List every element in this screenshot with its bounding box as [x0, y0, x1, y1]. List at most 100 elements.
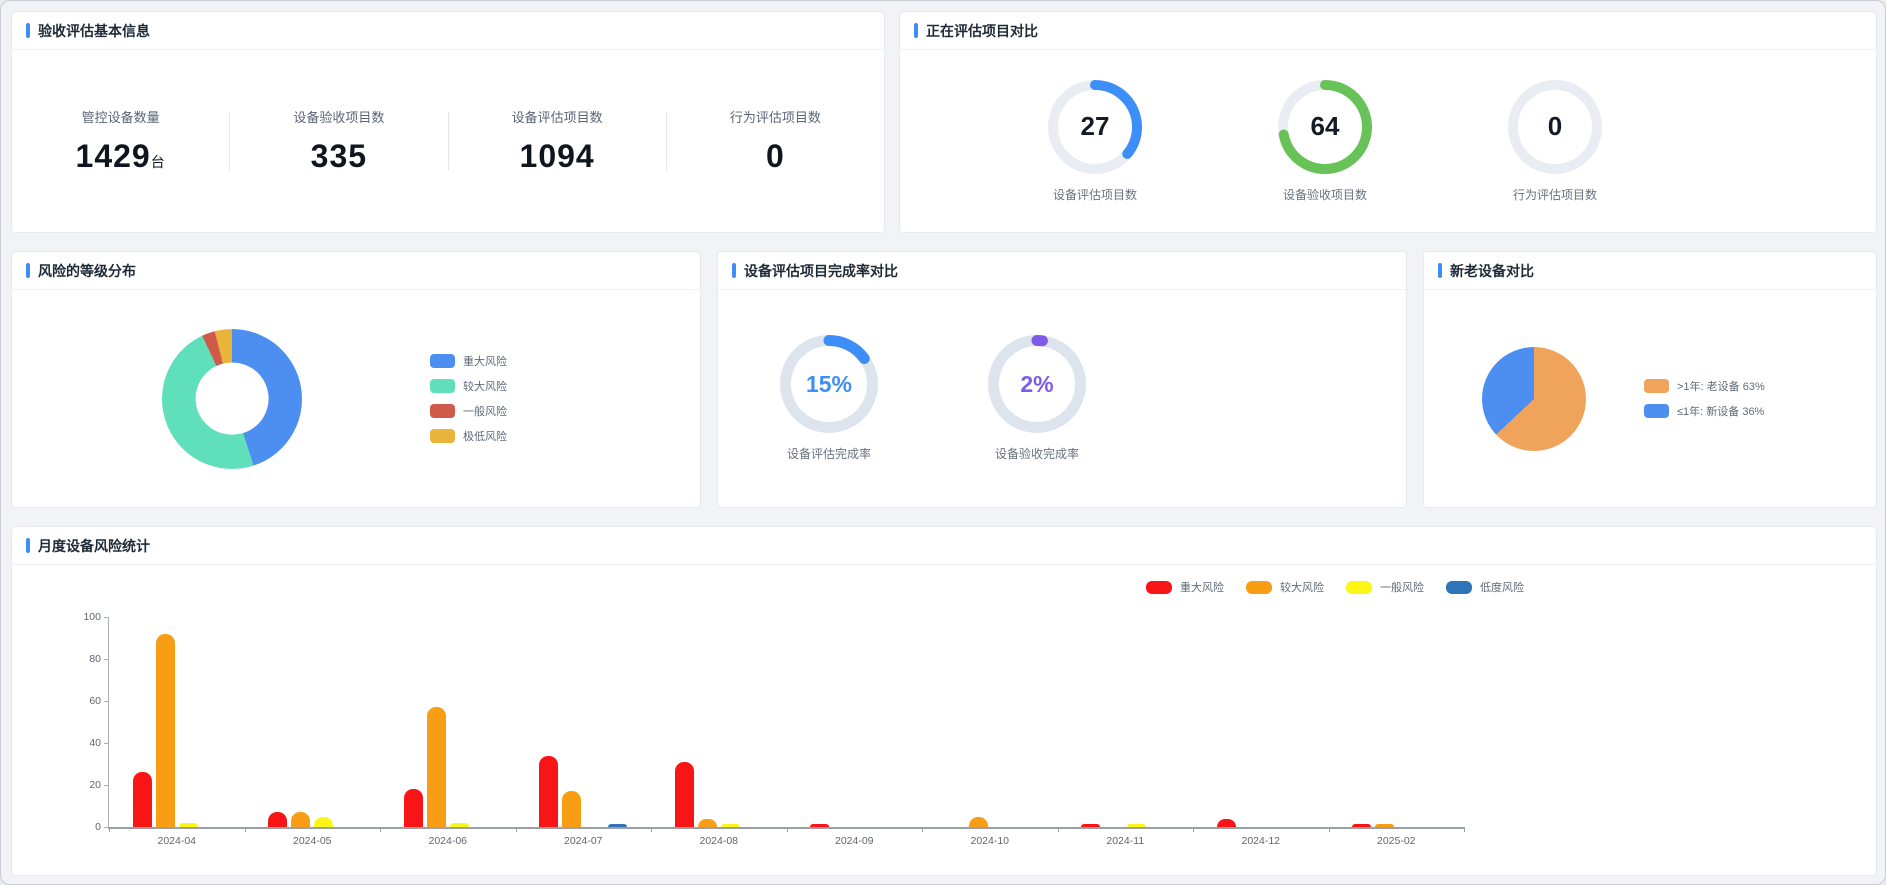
bar-重大风险[interactable]	[403, 789, 423, 827]
x-axis-category-label: 2024-10	[970, 835, 1010, 847]
bar-重大风险[interactable]	[1216, 818, 1236, 827]
bar-group	[245, 617, 381, 827]
legend-item[interactable]: ≤1年: 新设备 36%	[1644, 403, 1765, 419]
legend-swatch	[1346, 580, 1372, 594]
legend-label: 较大风险	[1280, 582, 1324, 594]
bar-一般风险[interactable]	[178, 822, 198, 827]
title-accent-bar	[26, 538, 30, 553]
bar-重大风险[interactable]	[1081, 824, 1101, 827]
completion-rings: 15% 设备评估完成率 2% 设备验收完成率	[718, 290, 1406, 507]
x-axis-tick-mark	[651, 827, 652, 832]
legend-item[interactable]: 低度风险	[1446, 579, 1524, 595]
bar-重大风险[interactable]	[132, 772, 152, 827]
stat-value: 1429台	[75, 138, 166, 174]
bar-group	[109, 617, 245, 827]
ring-gauge-value: 15%	[805, 370, 853, 397]
bar-重大风险[interactable]	[674, 761, 694, 827]
ring-gauge-label: 设备评估项目数	[1052, 187, 1137, 202]
x-axis-category-label: 2024-12	[1241, 835, 1281, 847]
y-axis-tick-label: 60	[89, 695, 101, 707]
panel-device-age-header: 新老设备对比	[1424, 252, 1876, 290]
bar-低度风险[interactable]	[608, 824, 628, 827]
legend-label: ≤1年: 新设备 36%	[1677, 406, 1765, 418]
bar-较大风险[interactable]	[968, 816, 988, 827]
stat-item: 管控设备数量 1429台	[12, 107, 229, 175]
legend-swatch	[430, 354, 455, 368]
x-axis-tick-mark	[380, 827, 381, 832]
bar-较大风险[interactable]	[1375, 824, 1395, 827]
bar-group	[1058, 617, 1194, 827]
x-axis-category-label: 2024-11	[1106, 835, 1145, 847]
title-accent-bar	[914, 23, 918, 38]
bar-较大风险[interactable]	[155, 633, 175, 827]
panel-in-progress-header: 正在评估项目对比	[900, 12, 1876, 50]
x-axis-tick-mark	[244, 827, 246, 832]
panel-risk-distribution: 风险的等级分布 重大风险 较大风险 一般风险 极低风险	[11, 251, 701, 508]
stat-value: 0	[765, 138, 785, 174]
bar-较大风险[interactable]	[697, 818, 717, 827]
bar-一般风险[interactable]	[314, 816, 334, 827]
legend-item[interactable]: 一般风险	[430, 403, 507, 419]
panel-monthly-risk: 月度设备风险统计 重大风险 较大风险 一般风险 低度风险 0 20 40 60 80 100 20…	[11, 526, 1877, 876]
ring-gauge-value: 0	[1547, 111, 1563, 141]
legend-item[interactable]: 较大风险	[1246, 579, 1324, 595]
legend-item[interactable]: 极低风险	[430, 428, 507, 444]
bar-较大风险[interactable]	[562, 791, 582, 827]
ring-gauge-label: 设备验收完成率	[994, 447, 1079, 461]
legend-swatch	[430, 404, 455, 418]
x-axis-tick-mark	[1328, 827, 1330, 832]
bar-一般风险[interactable]	[1127, 824, 1147, 827]
monthly-risk-bar-chart: 0 20 40 60 80 100 2024-04 2024-05 2024-06 2024-07…	[78, 611, 1468, 861]
panel-device-age: 新老设备对比 >1年: 老设备 63% ≤1年: 新设备 36%	[1423, 251, 1877, 508]
ring-gauge: 0 行为评估项目数	[1508, 79, 1602, 203]
legend-swatch	[1446, 580, 1472, 594]
legend-item[interactable]: >1年: 老设备 63%	[1644, 378, 1765, 394]
bar-重大风险[interactable]	[268, 812, 288, 827]
legend-swatch	[1644, 404, 1669, 418]
legend-item[interactable]: 重大风险	[430, 353, 507, 369]
legend-label: 重大风险	[463, 356, 507, 368]
stat-item: 设备评估项目数 1094	[449, 107, 666, 175]
stat-label: 管控设备数量	[81, 110, 160, 125]
bar-一般风险[interactable]	[449, 822, 469, 827]
bar-较大风险[interactable]	[426, 707, 446, 827]
panel-basic-info: 验收评估基本信息 管控设备数量 1429台 设备验收项目数 335 设备评估项目数 109…	[11, 11, 885, 233]
bar-group	[922, 617, 1058, 827]
stat-value: 335	[310, 138, 368, 174]
ring-gauge: 64 设备验收项目数	[1278, 79, 1372, 203]
panel-title: 验收评估基本信息	[38, 22, 150, 39]
legend-label: 较大风险	[463, 381, 507, 393]
legend-item[interactable]: 一般风险	[1346, 579, 1424, 595]
legend-swatch	[430, 429, 455, 443]
title-accent-bar	[26, 23, 30, 38]
bar-group	[516, 617, 652, 827]
legend-swatch	[1246, 580, 1272, 594]
bar-重大风险[interactable]	[539, 755, 559, 827]
legend-label: >1年: 老设备 63%	[1677, 381, 1765, 393]
x-axis-tick-mark	[786, 827, 788, 832]
bar-重大风险[interactable]	[810, 824, 830, 827]
bar-较大风险[interactable]	[291, 812, 311, 827]
pie-hole	[195, 362, 269, 435]
dashboard-row-1: 验收评估基本信息 管控设备数量 1429台 设备验收项目数 335 设备评估项目数 109…	[11, 11, 1877, 233]
x-axis-tick-mark	[1464, 827, 1465, 832]
legend-item[interactable]: 较大风险	[430, 378, 507, 394]
legend-label: 一般风险	[1380, 582, 1424, 594]
ring-gauge: 27 设备评估项目数	[1048, 79, 1142, 203]
risk-distribution-donut[interactable]	[162, 328, 302, 469]
legend-swatch	[430, 379, 455, 393]
title-accent-bar	[26, 263, 30, 278]
legend-item[interactable]: 重大风险	[1146, 579, 1224, 595]
progress-rings: 27 设备评估项目数 64 设备验收项目数 0 行为评估项目数	[900, 50, 1876, 232]
bar-group	[380, 617, 516, 827]
bar-一般风险[interactable]	[720, 824, 740, 827]
x-axis-category-label: 2024-05	[292, 835, 332, 847]
panel-completion-rate: 设备评估项目完成率对比 15% 设备评估完成率 2% 设备验收完成率	[717, 251, 1407, 508]
stat-divider	[229, 112, 231, 170]
x-axis-category-label: 2024-08	[699, 835, 739, 847]
bar-group	[1329, 617, 1465, 827]
device-age-pie[interactable]	[1482, 346, 1586, 451]
ring-gauge-graphic: 2%	[988, 335, 1086, 433]
bar-重大风险[interactable]	[1352, 824, 1372, 827]
